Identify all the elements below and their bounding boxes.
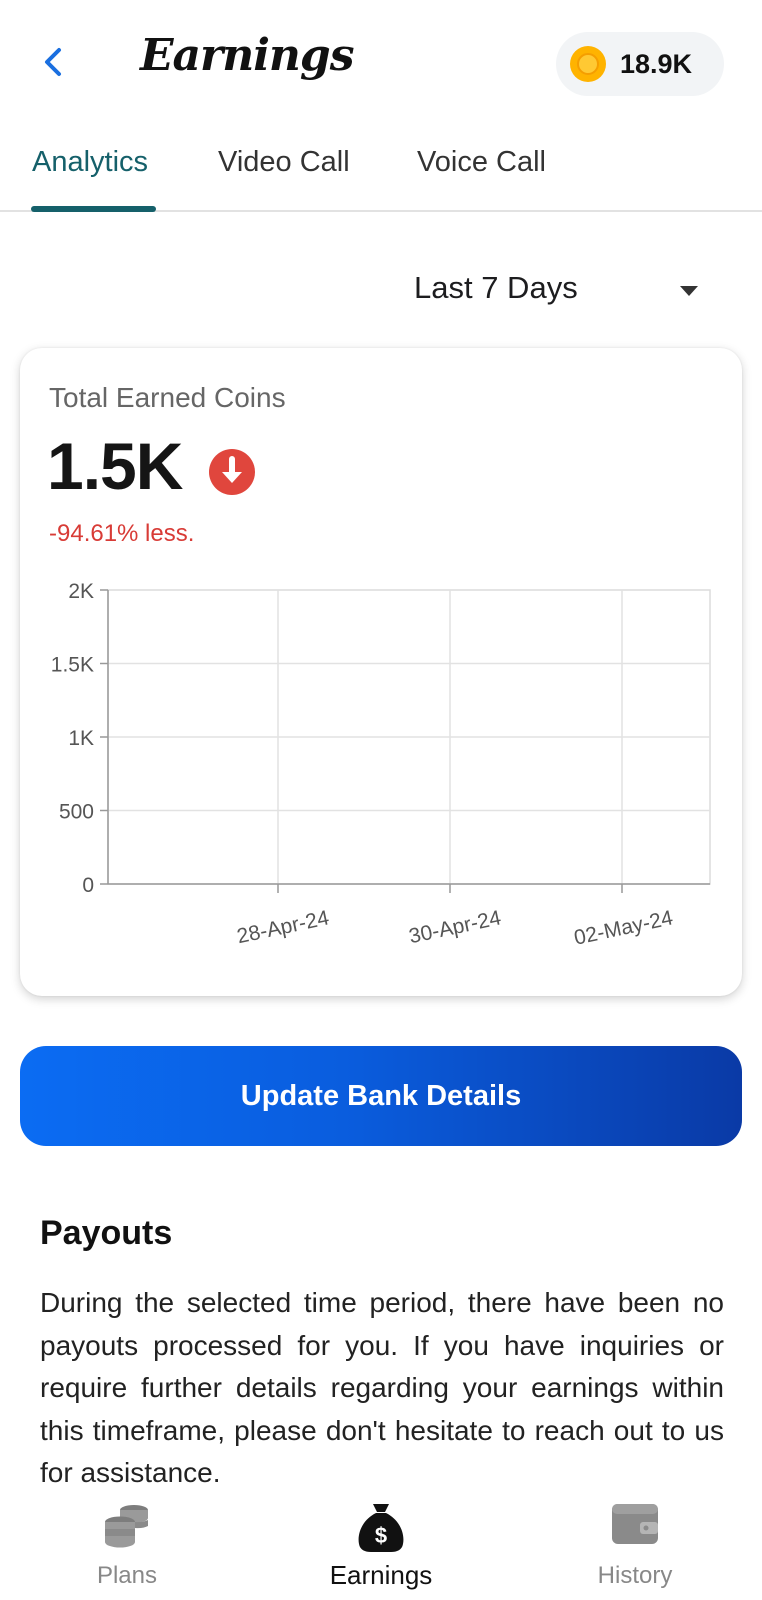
change-percentage: -94.61% less. — [49, 520, 195, 547]
chart-y-tick-label: 2K — [68, 580, 94, 603]
coin-balance-value: 18.9K — [620, 48, 693, 79]
nav-earnings-label: Earnings — [329, 1560, 433, 1590]
earnings-chart: 0 500 1K 1.5K 2K 28-Apr-24 30-Apr-24 02-May-24 — [51, 580, 711, 950]
chart-x-tick-label: 02-May-24 — [572, 906, 675, 949]
tab-bar: Analytics Video Call Voice Call — [0, 124, 762, 212]
chart-x-tick-label: 30-Apr-24 — [407, 906, 503, 948]
nav-plans-label: Plans — [96, 1562, 158, 1589]
back-button[interactable] — [36, 44, 72, 80]
nav-plans[interactable]: Plans — [27, 1488, 227, 1600]
page-title: Earnings — [140, 30, 354, 81]
summary-value: 1.5K — [47, 429, 183, 503]
chart-y-tick-label: 0 — [82, 874, 94, 897]
coin-balance-pill[interactable]: 18.9K — [556, 32, 724, 96]
active-tab-indicator — [31, 206, 156, 212]
bottom-navigation: Plans $ Earnings History — [0, 1488, 762, 1600]
payouts-heading: Payouts — [40, 1214, 173, 1252]
wallet-icon — [612, 1504, 658, 1544]
nav-history[interactable]: History — [535, 1488, 735, 1600]
nav-earnings[interactable]: $ Earnings — [281, 1488, 481, 1600]
tab-analytics[interactable]: Analytics — [32, 146, 149, 178]
chart-y-tick-label: 500 — [59, 801, 94, 824]
earnings-summary-card: Total Earned Coins 1.5K -94.61% less. 0 5… — [20, 348, 742, 996]
coins-stack-icon — [105, 1505, 148, 1548]
chevron-left-icon — [45, 48, 61, 76]
summary-label: Total Earned Coins — [49, 382, 286, 413]
app-header: Earnings 18.9K — [0, 0, 762, 124]
nav-history-label: History — [597, 1562, 673, 1589]
chart-x-tick-label: 28-Apr-24 — [235, 906, 331, 948]
chart-y-tick-label: 1K — [68, 727, 94, 750]
svg-text:$: $ — [375, 1523, 387, 1548]
money-bag-icon: $ — [358, 1504, 404, 1552]
dropdown-caret-icon[interactable] — [680, 286, 698, 296]
date-range-select[interactable]: Last 7 Days — [414, 270, 578, 305]
tab-video-call[interactable]: Video Call — [218, 146, 350, 178]
update-bank-details-button[interactable]: Update Bank Details — [20, 1046, 742, 1146]
chart-y-tick-label: 1.5K — [51, 654, 94, 677]
payouts-description: During the selected time period, there h… — [40, 1287, 724, 1488]
arrow-down-circle-icon — [209, 449, 255, 495]
tab-voice-call[interactable]: Voice Call — [417, 146, 546, 178]
coin-icon — [570, 46, 606, 82]
